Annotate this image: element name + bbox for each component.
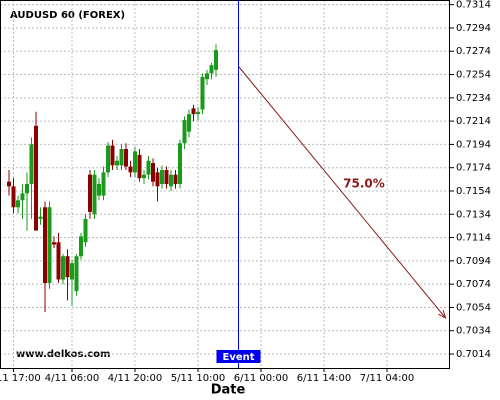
candle-body [160,170,164,184]
candle-body [52,242,56,245]
chart-title: AUDUSD 60 (FOREX) [10,10,125,21]
x-tick-label: 4/11 06:00 [45,373,99,384]
y-tick-label: 0.7114 [456,233,491,244]
y-tick-label: 0.7054 [456,302,491,313]
y-tick-label: 0.7134 [456,209,491,220]
y-tick-label: 0.7274 [456,46,491,57]
candle-body [191,108,196,115]
candle-body [200,76,205,110]
candle-body [169,174,173,187]
candle-body [196,111,200,115]
forecast-arrow [238,66,446,319]
candle-body [29,144,34,184]
y-tick-label: 0.7294 [456,23,491,34]
candle-body [34,125,38,231]
x-tick-label: 6/11 14:00 [297,373,351,384]
x-axis-label: Date [211,383,246,398]
candle-body [97,184,101,196]
y-tick-label: 0.7094 [456,256,491,267]
candle-body [79,236,83,257]
candle-body [38,216,43,219]
candle-body [74,256,79,292]
y-tick-label: 0.7174 [456,163,491,174]
y-tick-label: 0.7254 [456,70,491,81]
y-tick-label: 0.7014 [456,349,491,360]
candle-body [173,174,178,184]
y-tick-label: 0.7194 [456,139,491,150]
candle-body [65,256,70,278]
candle-body [133,151,137,173]
y-tick-label: 0.7214 [456,116,491,127]
candle-body [106,145,110,173]
candle-body [25,184,29,194]
event-box [216,350,261,363]
candle-body [155,172,160,187]
candle-body [11,186,16,208]
candle-body [92,174,97,215]
candle-body [142,174,146,179]
candle-body [43,207,47,283]
y-tick-label: 0.7034 [456,326,491,337]
x-tick-label: 4/11 20:00 [108,373,162,384]
candle-body [187,114,191,132]
candle-body [164,170,169,184]
candle-body [56,242,61,280]
candle-body [119,149,124,166]
candle-body [178,143,182,184]
candle-body [209,65,214,74]
event-label: Event [222,352,254,363]
candle-body [137,154,142,179]
arrow-head [438,310,447,319]
y-tick-label: 0.7314 [456,0,491,11]
candle-body [61,256,65,280]
candle-body [70,263,74,280]
candle-body [101,172,106,196]
candle-body [214,50,218,70]
x-tick-label: 5/11 10:00 [171,373,225,384]
y-tick-label: 0.7154 [456,186,491,197]
y-tick-label: 0.7074 [456,279,491,290]
x-tick-label: 7/11 04:00 [360,373,414,384]
candle-body [124,149,128,167]
candle-body [20,193,25,201]
annotation: 75.0% [343,177,385,191]
x-tick-label: 6/11 00:00 [234,373,288,384]
candle-body [151,163,155,182]
candle-body [146,160,151,175]
candle-body [115,160,119,166]
candle-body [110,145,115,166]
y-tick-label: 0.7234 [456,93,491,104]
plot-frame [0,0,450,369]
candle-body [7,181,11,187]
candle-body [47,207,52,283]
candle-body [205,73,209,80]
candle-body [128,166,133,173]
candle-body [16,200,20,208]
candle-body [83,218,88,243]
candle-body [182,119,187,144]
candle-body [88,174,92,212]
x-tick-label: 4/11 17:00 [0,373,41,384]
watermark: www.delkos.com [16,349,110,360]
